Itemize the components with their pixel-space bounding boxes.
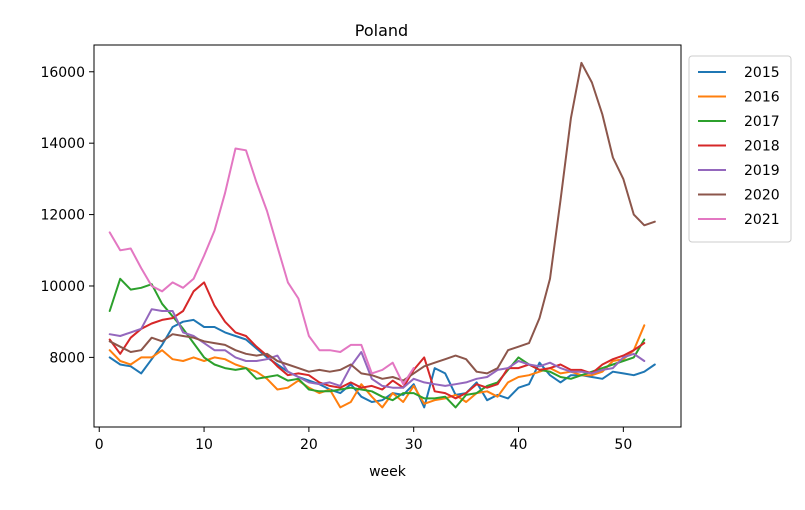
x-tick-label: 50 <box>614 437 632 453</box>
legend-entry-2017: 2017 <box>698 114 780 130</box>
legend-entry-2015: 2015 <box>698 65 780 81</box>
y-tick-label: 14000 <box>40 136 85 152</box>
legend: 2015 2016 2017 2018 2019 2020 2021 <box>688 55 792 243</box>
legend-entry-2019: 2019 <box>698 163 780 179</box>
legend-entry-2018: 2018 <box>698 139 780 155</box>
series-layer <box>108 61 656 409</box>
legend-entry-2016: 2016 <box>698 90 780 106</box>
legend-label: 2017 <box>744 114 780 130</box>
legend-entries: 2015 2016 2017 2018 2019 2020 2021 <box>698 65 780 228</box>
legend-label: 2018 <box>744 139 780 155</box>
legend-label: 2019 <box>744 163 780 179</box>
y-tick-label: 8000 <box>49 350 85 366</box>
x-axis-label: week <box>369 464 407 480</box>
x-axis: 0 10 20 30 40 50 <box>95 427 632 453</box>
x-tick-label: 0 <box>95 437 104 453</box>
series-line-2021 <box>108 147 415 386</box>
plot-border <box>93 44 682 428</box>
y-axis: 8000 10000 12000 14000 16000 <box>40 65 94 366</box>
series-line-2015 <box>108 318 656 409</box>
series-line-2020 <box>108 61 656 382</box>
series-line-2016 <box>108 324 646 409</box>
legend-label: 2015 <box>744 65 780 81</box>
y-tick-label: 10000 <box>40 279 85 295</box>
legend-label: 2021 <box>744 212 780 228</box>
x-tick-label: 20 <box>300 437 318 453</box>
plot-frame <box>93 44 682 428</box>
legend-label: 2020 <box>744 188 780 204</box>
series-line-2017 <box>108 277 646 409</box>
x-tick-label: 40 <box>510 437 528 453</box>
y-tick-label: 16000 <box>40 65 85 81</box>
legend-label: 2016 <box>744 90 780 106</box>
plot-area <box>93 44 682 428</box>
x-tick-label: 10 <box>195 437 213 453</box>
y-tick-label: 12000 <box>40 208 85 224</box>
legend-entry-2021: 2021 <box>698 212 780 228</box>
legend-entry-2020: 2020 <box>698 188 780 204</box>
chart-title: Poland <box>355 21 408 40</box>
x-tick-label: 30 <box>405 437 423 453</box>
